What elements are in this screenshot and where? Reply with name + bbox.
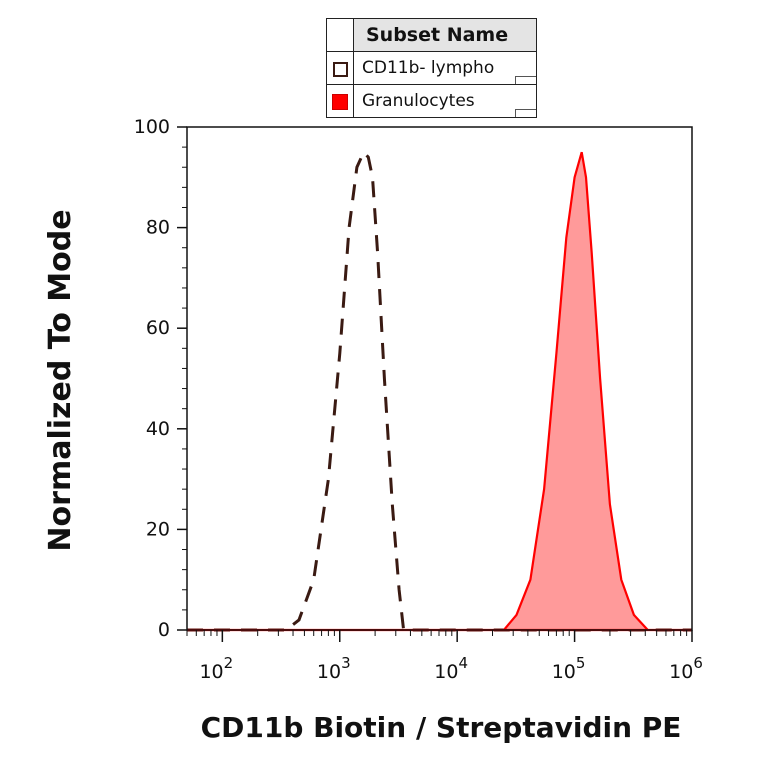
y-tick-label: 100 — [134, 116, 170, 138]
x-tick-label: 106 — [669, 654, 703, 683]
y-tick-label: 60 — [146, 317, 170, 339]
legend-item-lympho: CD11b- lympho — [353, 51, 537, 85]
legend: Subset Name CD11b- lympho Granulocytes — [326, 18, 537, 118]
legend-label: Granulocytes — [362, 91, 475, 111]
series-layer — [187, 149, 692, 632]
y-tick-label: 0 — [158, 619, 170, 641]
x-axis-label: CD11b Biotin / Streptavidin PE — [201, 711, 682, 744]
series-1-area — [187, 151, 692, 632]
legend-item-granulocytes: Granulocytes — [353, 84, 537, 118]
x-tick-label: 103 — [317, 654, 351, 683]
x-tick-label: 104 — [434, 654, 468, 683]
y-tick-label: 40 — [146, 418, 170, 440]
x-tick-label: 102 — [199, 654, 233, 683]
y-tick-label: 20 — [146, 518, 170, 540]
series-0-line — [187, 149, 692, 632]
y-tick-label: 80 — [146, 217, 170, 239]
plot-frame — [186, 126, 693, 631]
legend-label: CD11b- lympho — [362, 58, 495, 78]
x-tick-label: 105 — [552, 654, 586, 683]
axis-layer: 0 20 40 60 80 100 102 103 104 105 106 — [134, 116, 703, 683]
y-axis-label: Normalized To Mode — [43, 209, 78, 551]
legend-header: Subset Name — [353, 18, 537, 52]
